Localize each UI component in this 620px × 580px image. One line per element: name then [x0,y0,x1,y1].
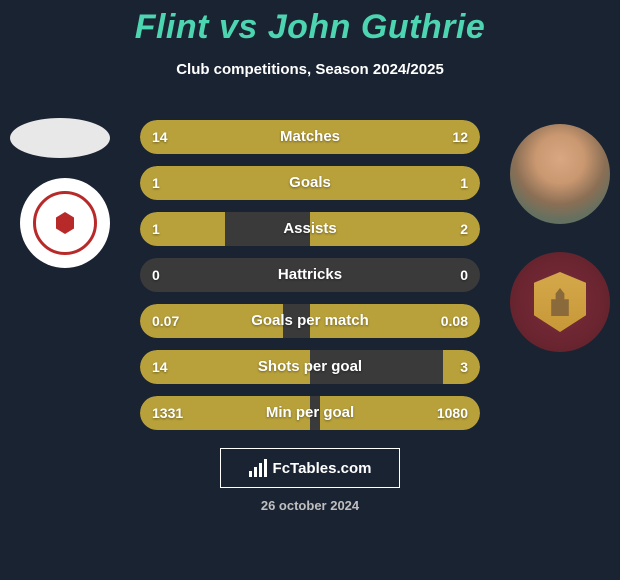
stat-row: 11Goals [140,166,480,200]
stat-row: 1412Matches [140,120,480,154]
stat-row: 13311080Min per goal [140,396,480,430]
player2-photo [510,124,610,224]
brand-logo-icon [249,459,267,477]
stat-label: Assists [140,212,480,246]
crawley-crest-icon [33,191,97,255]
stat-label: Goals per match [140,304,480,338]
stats-container: 1412Matches 11Goals 12Assists 00Hattricks 0.… [140,120,480,442]
player2-name: John Guthrie [268,8,486,46]
stat-label: Matches [140,120,480,154]
brand-text: FcTables.com [273,460,372,477]
northampton-crest-icon [534,272,586,332]
player1-crest [20,178,110,268]
vs-separator: vs [219,8,258,46]
date-label: 26 october 2024 [0,498,620,513]
subtitle: Club competitions, Season 2024/2025 [0,61,620,78]
player1-name: Flint [135,8,209,46]
stat-label: Goals [140,166,480,200]
stat-label: Shots per goal [140,350,480,384]
stat-row: 143Shots per goal [140,350,480,384]
player1-photo [10,118,110,158]
stat-label: Min per goal [140,396,480,430]
page-title: Flint vs John Guthrie [0,0,620,47]
stat-row: 12Assists [140,212,480,246]
stat-row: 00Hattricks [140,258,480,292]
stat-row: 0.070.08Goals per match [140,304,480,338]
player2-crest [510,252,610,352]
brand-box: FcTables.com [220,448,400,488]
stat-label: Hattricks [140,258,480,292]
